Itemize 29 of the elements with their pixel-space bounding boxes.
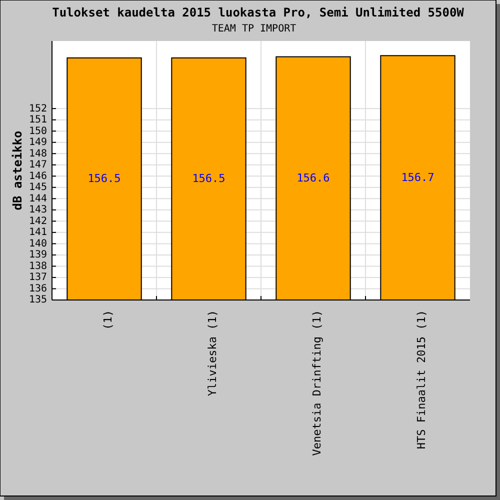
chart-title: Tulokset kaudelta 2015 luokasta Pro, Semi Unlimited 5500W [52,5,465,20]
y-tick-label: 147 [28,160,47,171]
x-tick-label: (1) [101,310,114,330]
x-tick-label: Venetsia Drinfting (1) [310,310,324,456]
y-tick-label: 144 [28,193,47,204]
y-tick-label: 135 [28,294,47,306]
data-label: 156.7 [401,170,434,184]
y-tick-label: 136 [28,283,47,294]
y-tick-label: 141 [28,227,47,238]
y-tick-label: 139 [28,250,47,261]
x-tick-label: HTS Finaalit 2015 (1) [414,310,428,450]
data-label: 156.5 [192,172,226,185]
y-tick-label: 152 [28,103,47,114]
data-label: 156.5 [88,172,121,185]
y-tick-label: 142 [28,216,47,227]
y-tick-label: 145 [28,182,47,194]
y-tick-label: 151 [28,114,47,126]
y-tick-label: 138 [28,260,47,272]
y-axis-title: dB asteikko [10,130,24,210]
x-tick-label: Ylivieska (1) [206,310,219,396]
y-tick-label: 137 [28,272,47,284]
y-tick-label: 148 [28,148,47,160]
y-tick-label: 149 [28,137,47,148]
y-tick-label: 150 [28,126,47,137]
data-label: 156.6 [296,171,330,184]
y-tick-label: 143 [28,204,47,216]
y-tick-label: 140 [28,238,47,250]
y-tick-label: 146 [28,170,47,182]
chart-subtitle: TEAM TP IMPORT [212,24,296,35]
